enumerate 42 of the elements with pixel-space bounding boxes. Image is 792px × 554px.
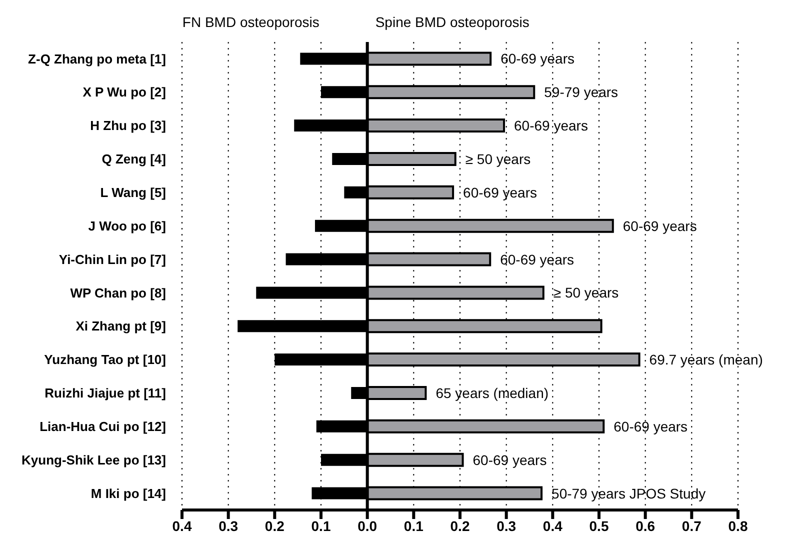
y-tick-label: Lian-Hua Cui po [12] — [40, 418, 166, 434]
y-tick-label: Ruizhi Jiajue pt [11] — [44, 386, 166, 401]
annotation: 60-69 years — [514, 118, 588, 134]
annotation: 60-69 years — [472, 452, 547, 468]
y-tick-label: Xi Zhang pt [9] — [76, 318, 166, 334]
x-tick-label: 0.5 — [589, 518, 609, 534]
x-tick-label: 0.4 — [542, 518, 563, 534]
x-tick-label: 0.7 — [682, 518, 702, 534]
x-tick-label: 0.1 — [311, 518, 331, 534]
x-tick-label: 0.4 — [172, 518, 192, 534]
annotation: 50-79 years JPOS Study — [552, 485, 706, 502]
annotation: 65 years (median) — [436, 384, 549, 401]
y-tick-label: Yuzhang Tao pt [10] — [44, 352, 166, 368]
x-tick-label: 0.3 — [496, 518, 516, 534]
annotation: 60-69 years — [622, 218, 697, 234]
x-tick-label: 0.2 — [264, 518, 285, 534]
y-tick-label: Z-Q Zhang po meta [1] — [28, 51, 166, 66]
y-tick-label: Yi-Chin Lin po [7] — [58, 252, 166, 267]
annotation: ≥ 50 years — [553, 284, 619, 301]
annotation: 60-69 years — [500, 251, 574, 268]
y-tick-label: Q Zeng [4] — [102, 152, 166, 167]
x-tick-label: 0.3 — [218, 518, 238, 534]
series-label: Spine BMD osteoporosis — [375, 14, 530, 30]
annotation: 60-69 years — [614, 418, 688, 434]
y-tick-label: H Zhu po [3] — [90, 118, 166, 134]
y-tick-label: J Woo po [6] — [88, 218, 166, 234]
y-tick-label: X P Wu po [2] — [82, 84, 166, 100]
annotation: 60-69 years — [463, 184, 537, 200]
annotation: 60-69 years — [500, 50, 575, 67]
annotation: ≥ 50 years — [465, 150, 531, 167]
y-tick-label: L Wang [5] — [100, 184, 166, 200]
series-label: FN BMD osteoporosis — [182, 14, 320, 30]
x-tick-label: 0.1 — [404, 518, 424, 534]
annotation: 59-79 years — [544, 84, 618, 100]
x-tick-label: 0.0 — [358, 518, 378, 534]
annotation: 69.7 years (mean) — [649, 352, 763, 368]
y-tick-label: WP Chan po [8] — [70, 285, 166, 300]
x-tick-label: 0.8 — [728, 518, 748, 534]
y-tick-label: M Iki po [14] — [90, 486, 166, 501]
x-tick-label: 0.6 — [636, 518, 656, 534]
x-tick-label: 0.2 — [450, 518, 470, 534]
y-tick-label: Kyung-Shik Lee po [13] — [22, 452, 166, 468]
